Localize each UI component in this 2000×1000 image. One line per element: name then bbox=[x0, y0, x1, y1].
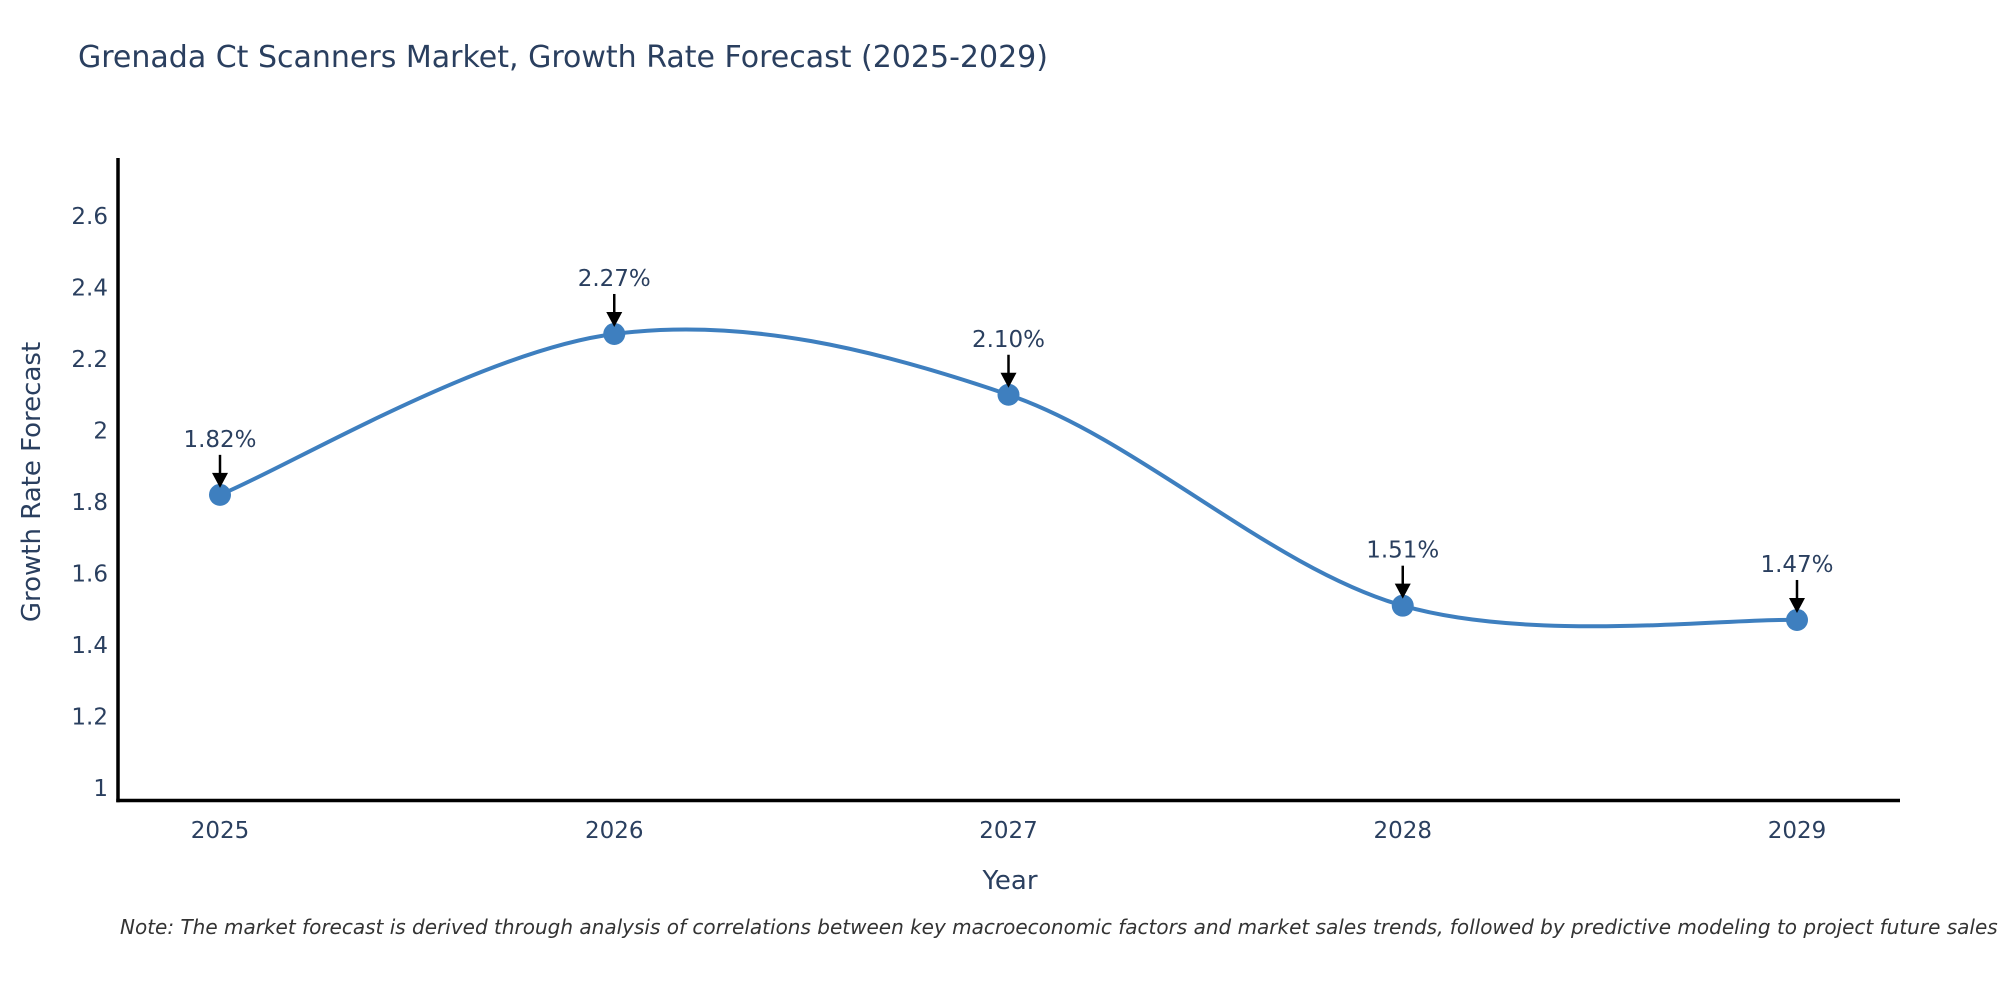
y-axis-title: Growth Rate Forecast bbox=[17, 341, 47, 623]
x-tick-label: 2027 bbox=[979, 818, 1038, 844]
annotation-arrowhead-icon bbox=[212, 472, 228, 488]
data-point-marker[interactable] bbox=[997, 383, 1020, 406]
annotation-label: 1.51% bbox=[1366, 538, 1439, 564]
x-tick-label: 2029 bbox=[1768, 818, 1827, 844]
x-tick-label: 2025 bbox=[191, 818, 250, 844]
annotation-label: 2.10% bbox=[972, 327, 1045, 353]
annotation-label: 1.47% bbox=[1760, 552, 1833, 578]
annotation-arrowhead-icon bbox=[1789, 597, 1805, 613]
annotation-label: 2.27% bbox=[578, 266, 651, 292]
y-tick-label: 1.4 bbox=[71, 633, 108, 659]
annotation-arrowhead-icon bbox=[1394, 583, 1411, 599]
data-point-marker[interactable] bbox=[603, 322, 626, 345]
y-tick-label: 1.2 bbox=[71, 705, 108, 731]
y-tick-label: 2 bbox=[93, 419, 108, 445]
data-point-marker[interactable] bbox=[209, 483, 231, 506]
y-tick-label: 1.6 bbox=[71, 562, 108, 588]
y-tick-label: 2.6 bbox=[71, 204, 108, 230]
y-tick-label: 2.4 bbox=[71, 276, 108, 302]
y-tick-label: 1.8 bbox=[71, 490, 108, 516]
y-tick-label: 1 bbox=[93, 776, 108, 802]
x-tick-label: 2028 bbox=[1373, 818, 1432, 844]
x-tick-label: 2026 bbox=[585, 818, 644, 844]
footnote: Note: The market forecast is derived thr… bbox=[120, 915, 1998, 939]
data-point-marker[interactable] bbox=[1391, 594, 1414, 617]
annotation-label: 1.82% bbox=[183, 427, 256, 453]
annotation-arrowhead-icon bbox=[606, 311, 623, 327]
data-point-marker[interactable] bbox=[1786, 608, 1808, 631]
x-axis-title: Year bbox=[982, 866, 1038, 896]
annotation-arrowhead-icon bbox=[1000, 372, 1017, 388]
chart-title: Grenada Ct Scanners Market, Growth Rate … bbox=[78, 40, 1048, 75]
y-tick-label: 2.2 bbox=[71, 347, 108, 373]
